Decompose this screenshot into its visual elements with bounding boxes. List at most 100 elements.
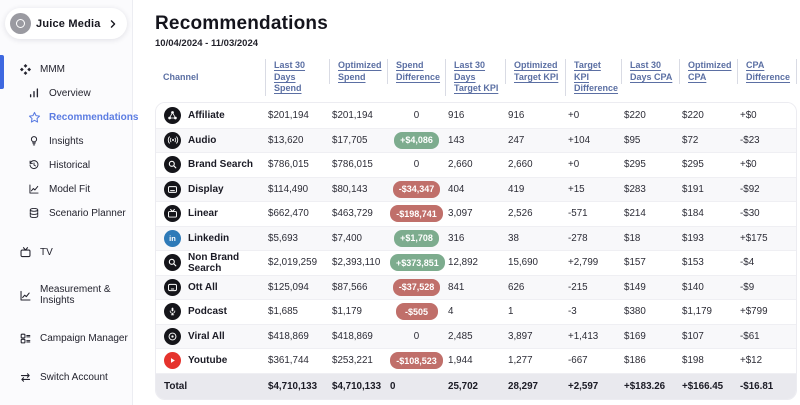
sidebar-item-label: Insights bbox=[49, 135, 84, 147]
sidebar-item-label: TV bbox=[40, 246, 53, 258]
last-30-days-spend-value: $125,094 bbox=[268, 281, 309, 293]
line-chart-icon bbox=[27, 182, 41, 196]
channel-name: Ott All bbox=[188, 281, 218, 293]
cpa-difference-value: -$92 bbox=[740, 183, 760, 195]
channel-name: Non Brand Search bbox=[188, 251, 240, 274]
linkedin-icon: in bbox=[164, 229, 181, 247]
sidebar-item-model-fit[interactable]: Model Fit bbox=[0, 177, 132, 201]
sidebar-item-campaign-manager[interactable]: Campaign Manager bbox=[0, 326, 132, 350]
channel-name: Brand Search bbox=[188, 159, 254, 171]
search-icon bbox=[164, 254, 181, 272]
target-kpi-difference-value: +104 bbox=[568, 134, 591, 146]
cpa-difference-value: -$30 bbox=[740, 208, 760, 220]
channel-cell: Non Brand Search bbox=[156, 252, 266, 274]
optimized-cpa-value: +$166.45 bbox=[682, 380, 724, 392]
cpa-difference-value: +$0 bbox=[740, 109, 757, 121]
column-header-last-30-days-target-kpi[interactable]: Last 30 Days Target KPI bbox=[445, 59, 505, 97]
cpa-difference-value: +$0 bbox=[740, 159, 757, 171]
column-header-last-30-days-cpa[interactable]: Last 30 Days CPA bbox=[621, 59, 679, 85]
cpa-difference-value: -$4 bbox=[740, 257, 755, 269]
last-30-days-cpa-value: $157 bbox=[624, 257, 646, 269]
main-content: Recommendations 10/04/2024 - 11/03/2024 … bbox=[133, 0, 800, 405]
last-30-days-target-kpi-value: 2,660 bbox=[448, 159, 473, 171]
sidebar-item-measurement-insights[interactable]: Measurement & Insights bbox=[0, 279, 132, 311]
channel-cell: Audio bbox=[156, 131, 266, 149]
spend-difference-cell: +$4,086 bbox=[388, 131, 446, 149]
last-30-days-spend-value: $201,194 bbox=[268, 109, 309, 121]
last-30-days-cpa-value: $220 bbox=[624, 109, 646, 121]
optimized-target-kpi-value: 916 bbox=[508, 109, 525, 121]
spend-difference-cell: -$505 bbox=[388, 303, 446, 321]
cpa-difference-value: +$799 bbox=[740, 306, 768, 318]
spend-difference-badge: +$373,851 bbox=[390, 254, 445, 272]
sidebar-item-label: Model Fit bbox=[49, 183, 91, 195]
sidebar-item-recommendations[interactable]: Recommendations bbox=[0, 105, 138, 129]
optimized-target-kpi-value: 38 bbox=[508, 232, 519, 244]
measurement-icon bbox=[18, 288, 32, 302]
audio-icon bbox=[164, 131, 181, 149]
spend-difference-badge: -$505 bbox=[395, 303, 438, 321]
column-header-optimized-spend[interactable]: Optimized Spend bbox=[329, 59, 387, 85]
sidebar-item-switch-account[interactable]: Switch Account bbox=[0, 365, 132, 389]
table-row: in Linkedin $5,693 $7,400 +$1,708 316 38 -278 $1… bbox=[156, 225, 796, 251]
spend-difference-badge: -$198,741 bbox=[390, 205, 443, 223]
optimized-spend-value: $4,710,133 bbox=[332, 380, 382, 392]
optimized-target-kpi-value: 247 bbox=[508, 134, 525, 146]
campaign-manager-icon bbox=[18, 331, 32, 345]
target-kpi-difference-value: +2,597 bbox=[568, 380, 599, 392]
sidebar-item-scenario-planner[interactable]: Scenario Planner bbox=[0, 201, 132, 225]
channel-cell: in Linkedin bbox=[156, 229, 266, 247]
youtube-icon bbox=[164, 352, 181, 370]
table-row: Podcast $1,685 $1,179 -$505 4 1 -3 $380 $1,179 +$… bbox=[156, 299, 796, 324]
lightbulb-icon bbox=[27, 134, 41, 148]
last-30-days-spend-value: $5,693 bbox=[268, 232, 298, 244]
column-header-spend-difference[interactable]: Spend Difference bbox=[387, 59, 445, 85]
optimized-spend-value: $7,400 bbox=[332, 232, 362, 244]
target-kpi-difference-value: +0 bbox=[568, 159, 580, 171]
column-header-last-30-days-spend[interactable]: Last 30 Days Spend bbox=[265, 59, 329, 97]
table-body: Affiliate $201,194 $201,194 0 916 916 +0 $220 $2… bbox=[155, 102, 797, 401]
table-row: Affiliate $201,194 $201,194 0 916 916 +0 $220 $2… bbox=[156, 103, 796, 128]
target-kpi-difference-value: +1,413 bbox=[568, 330, 599, 342]
column-header-cpa-difference[interactable]: CPA Difference bbox=[737, 59, 797, 85]
column-header-target-kpi-difference[interactable]: Target KPI Difference bbox=[565, 59, 621, 97]
last-30-days-target-kpi-value: 12,892 bbox=[448, 257, 478, 269]
sidebar-item-insights[interactable]: Insights bbox=[0, 129, 132, 153]
channel-cell: Youtube bbox=[156, 352, 266, 370]
channel-name: Total bbox=[164, 380, 188, 392]
column-header-optimized-cpa[interactable]: Optimized CPA bbox=[679, 59, 737, 85]
cpa-difference-value: -$9 bbox=[740, 281, 755, 293]
optimized-target-kpi-value: 419 bbox=[508, 183, 525, 195]
sidebar-item-tv[interactable]: TV bbox=[0, 240, 132, 264]
optimized-spend-value: $1,179 bbox=[332, 306, 362, 318]
last-30-days-spend-value: $662,470 bbox=[268, 208, 309, 220]
last-30-days-cpa-value: $214 bbox=[624, 208, 646, 220]
optimized-spend-value: $418,869 bbox=[332, 330, 373, 342]
spend-difference-cell: +$373,851 bbox=[388, 254, 446, 272]
optimized-target-kpi-value: 15,690 bbox=[508, 257, 538, 269]
tv-icon bbox=[18, 245, 32, 259]
last-30-days-target-kpi-value: 3,097 bbox=[448, 208, 473, 220]
column-header-optimized-target-kpi[interactable]: Optimized Target KPI bbox=[505, 59, 565, 85]
channel-cell: Viral All bbox=[156, 327, 266, 345]
last-30-days-target-kpi-value: 916 bbox=[448, 109, 465, 121]
cpa-difference-value: -$61 bbox=[740, 330, 760, 342]
last-30-days-cpa-value: $95 bbox=[624, 134, 641, 146]
sidebar-item-label: Recommendations bbox=[49, 111, 139, 123]
sidebar-item-overview[interactable]: Overview bbox=[0, 81, 132, 105]
sidebar-item-historical[interactable]: Historical bbox=[0, 153, 132, 177]
optimized-spend-value: $201,194 bbox=[332, 109, 373, 121]
target-kpi-difference-value: -3 bbox=[568, 306, 577, 318]
optimized-cpa-value: $153 bbox=[682, 257, 704, 269]
account-switcher[interactable]: Juice Media bbox=[5, 8, 127, 39]
optimized-spend-value: $463,729 bbox=[332, 208, 373, 220]
account-logo bbox=[10, 13, 31, 34]
spend-difference-cell: -$37,528 bbox=[388, 278, 446, 296]
sidebar-item-label: MMM bbox=[40, 63, 65, 75]
sidebar-item-mmm[interactable]: MMM bbox=[0, 55, 132, 89]
spend-difference-cell: -$198,741 bbox=[388, 205, 446, 223]
channel-name: Audio bbox=[188, 134, 217, 146]
last-30-days-cpa-value: $295 bbox=[624, 159, 646, 171]
target-kpi-difference-value: +0 bbox=[568, 109, 580, 121]
